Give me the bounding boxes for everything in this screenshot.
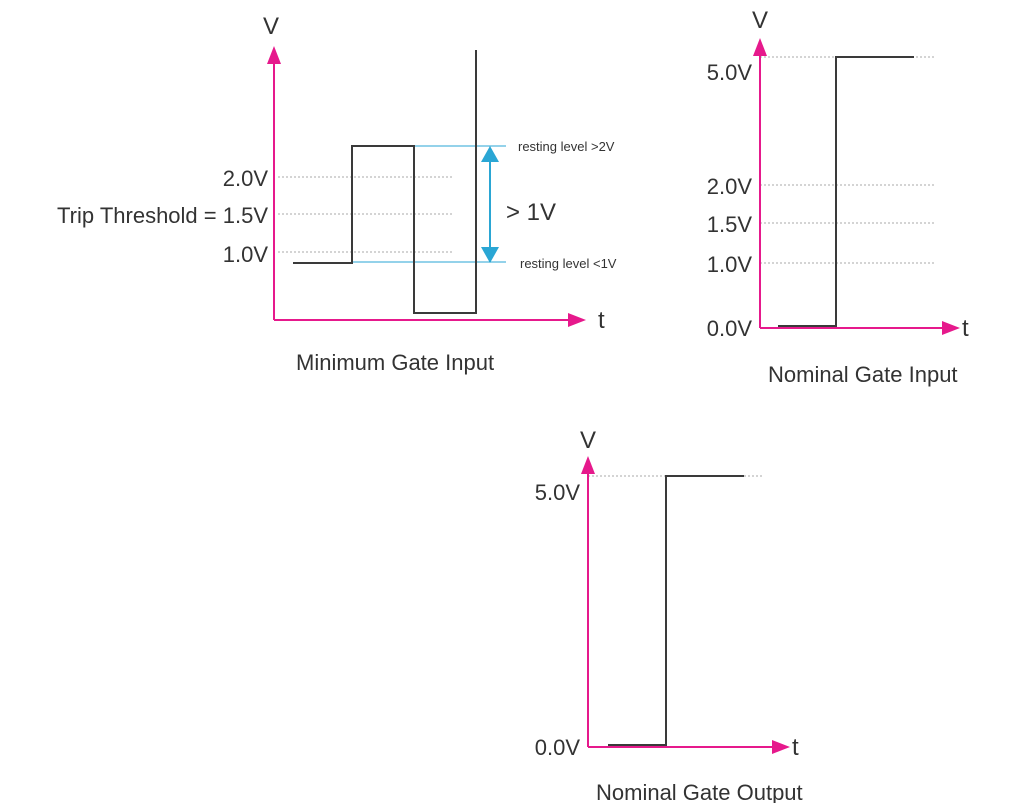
arrowhead-icon (267, 46, 281, 64)
resting-low-label: resting level <1V (520, 256, 617, 271)
level-0v-label: 0.0V (535, 735, 581, 760)
resting-high-label: resting level >2V (518, 139, 615, 154)
swing-label: > 1V (506, 199, 556, 226)
nominal-gate-output-panel: V t 5.0V 0.0V Nominal Gate Output (535, 427, 803, 803)
arrowhead-icon (942, 321, 960, 335)
trip-threshold-label: Trip Threshold = 1.5V (57, 203, 268, 228)
arrowhead-icon (568, 313, 586, 327)
t-axis-label: t (598, 307, 605, 334)
level-2v-label: 2.0V (223, 166, 269, 191)
arrowhead-icon (581, 456, 595, 474)
minimum-gate-input-panel: V t 2.0V Trip Threshold = 1.5V 1.0V rest… (57, 13, 617, 375)
double-arrow-icon (481, 146, 499, 162)
level-1v-label: 1.0V (707, 252, 753, 277)
v-axis-label: V (752, 7, 768, 34)
level-0v-label: 0.0V (707, 316, 753, 341)
nominal-gate-input-panel: V t 5.0V 2.0V 1.5V 1.0V 0.0V Nominal Gat… (707, 7, 969, 387)
nominal-input-waveform (778, 56, 914, 327)
minimum-input-waveform (293, 50, 477, 314)
v-axis-label: V (580, 427, 596, 454)
level-5v-label: 5.0V (707, 60, 753, 85)
level-2v-label: 2.0V (707, 174, 753, 199)
nominal-gate-input-caption: Nominal Gate Input (768, 362, 958, 387)
nominal-output-waveform (608, 475, 744, 746)
level-1v-label: 1.0V (223, 242, 269, 267)
v-axis-label: V (263, 13, 279, 40)
t-axis-label: t (962, 315, 969, 342)
level-5v-label: 5.0V (535, 480, 581, 505)
t-axis-label: t (792, 734, 799, 761)
level-1-5v-label: 1.5V (707, 212, 753, 237)
nominal-gate-output-caption: Nominal Gate Output (596, 780, 803, 803)
arrowhead-icon (753, 38, 767, 56)
double-arrow-icon (481, 247, 499, 263)
minimum-gate-input-caption: Minimum Gate Input (296, 350, 494, 375)
arrowhead-icon (772, 740, 790, 754)
